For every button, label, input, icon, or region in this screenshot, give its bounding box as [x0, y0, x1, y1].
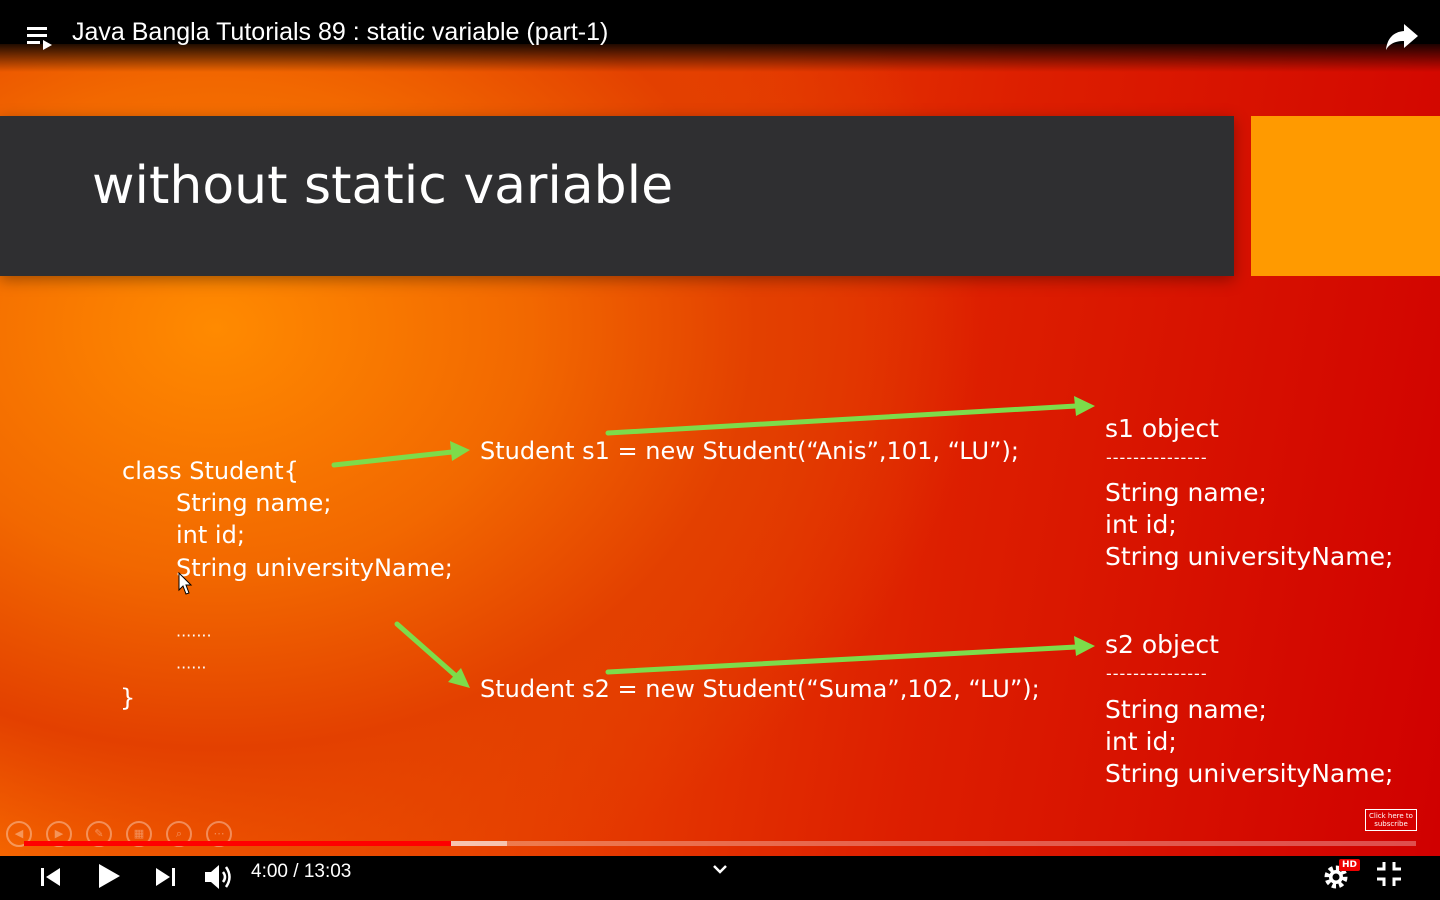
- s1-field-university: String universityName;: [1105, 542, 1394, 571]
- s2-object-divider: ---------------: [1106, 664, 1208, 683]
- share-icon[interactable]: [1384, 20, 1420, 52]
- s2-field-university: String universityName;: [1105, 759, 1394, 788]
- s2-object-title: s2 object: [1105, 630, 1219, 659]
- s2-field-id: int id;: [1105, 727, 1177, 756]
- previous-icon[interactable]: [38, 864, 64, 890]
- progress-played: [24, 841, 452, 846]
- next-slide-icon: ▶: [46, 821, 72, 847]
- zoom-icon: ⌕: [166, 821, 192, 847]
- playlist-icon[interactable]: [24, 22, 54, 52]
- hd-badge: HD: [1339, 859, 1361, 871]
- arrowhead-s1-to-object: [1074, 396, 1095, 416]
- code-class-line: class Student{: [122, 457, 299, 485]
- player-top-bar: Java Bangla Tutorials 89 : static variab…: [0, 0, 1440, 72]
- volume-icon[interactable]: [202, 861, 234, 893]
- video-title[interactable]: Java Bangla Tutorials 89 : static variab…: [72, 18, 609, 46]
- code-ellipsis-2: ······: [176, 658, 207, 677]
- arrow-class-to-s2: [394, 621, 459, 679]
- subscribe-watermark[interactable]: Click here to subscribe: [1365, 809, 1417, 831]
- s1-object-divider: ---------------: [1106, 448, 1208, 467]
- arrow-class-to-s1: [331, 449, 455, 468]
- slide-accent-square: [1251, 116, 1440, 276]
- code-ellipsis-1: ·······: [176, 626, 212, 645]
- arrow-s1-to-object: [605, 403, 1079, 436]
- code-field-id: int id;: [176, 521, 245, 549]
- progress-bar[interactable]: [24, 841, 1416, 846]
- pen-icon: ✎: [86, 821, 112, 847]
- video-frame[interactable]: without static variable class Student{ S…: [0, 44, 1440, 856]
- presentation-toolbar: ◀ ▶ ✎ ▦ ⌕ ⋯: [6, 821, 232, 847]
- slides-grid-icon: ▦: [126, 821, 152, 847]
- s1-field-id: int id;: [1105, 510, 1177, 539]
- next-icon[interactable]: [152, 864, 178, 890]
- chevron-down-icon[interactable]: [710, 862, 730, 876]
- code-field-university: String universityName;: [176, 554, 453, 582]
- time-display: 4:00 / 13:03: [251, 861, 352, 882]
- arrowhead-class-to-s2: [448, 668, 470, 688]
- arrow-s2-to-object: [605, 644, 1079, 675]
- more-icon: ⋯: [206, 821, 232, 847]
- s1-field-name: String name;: [1105, 478, 1267, 507]
- arrowhead-s2-to-object: [1074, 636, 1095, 656]
- code-closing-brace: }: [120, 684, 136, 712]
- s1-object-title: s1 object: [1105, 414, 1219, 443]
- arrowhead-class-to-s1: [450, 441, 470, 461]
- code-field-name: String name;: [176, 489, 332, 517]
- slide-title-band: without static variable: [0, 116, 1234, 276]
- slide-title: without static variable: [92, 156, 674, 216]
- statement-s1: Student s1 = new Student(“Anis”,101, “LU…: [480, 437, 1019, 465]
- mouse-cursor-icon: [178, 572, 193, 595]
- prev-slide-icon: ◀: [6, 821, 32, 847]
- player-controls: 4:00 / 13:03 HD: [0, 856, 1440, 900]
- settings-gear-icon[interactable]: [1320, 861, 1352, 893]
- s2-field-name: String name;: [1105, 695, 1267, 724]
- statement-s2: Student s2 = new Student(“Suma”,102, “LU…: [480, 675, 1040, 703]
- exit-fullscreen-icon[interactable]: [1374, 859, 1404, 889]
- play-icon[interactable]: [94, 861, 124, 891]
